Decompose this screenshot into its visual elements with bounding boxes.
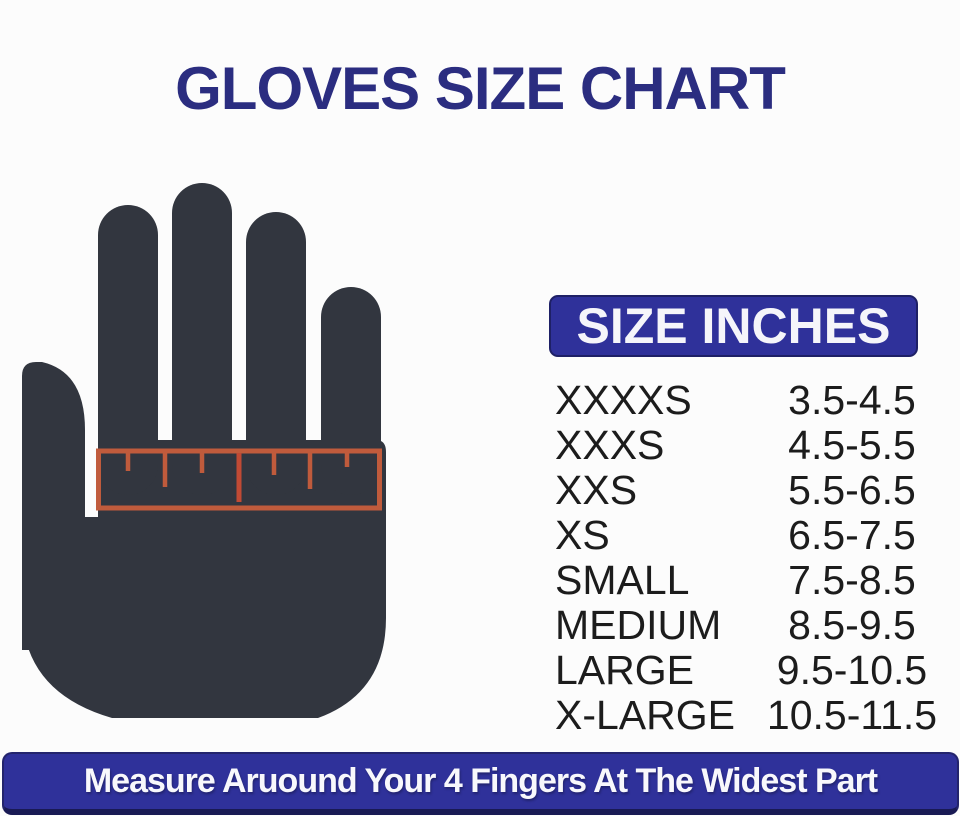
size-label: SMALL: [555, 557, 690, 603]
inches-value: 3.5-4.5: [788, 377, 916, 423]
hand-illustration: [0, 150, 480, 750]
inches-value: 4.5-5.5: [788, 422, 916, 468]
inches-value: 9.5-10.5: [776, 647, 928, 693]
footer-instruction-bar: Measure Aruound Your 4 Fingers At The Wi…: [2, 752, 959, 815]
table-row: XXS 5.5-6.5: [548, 468, 958, 513]
size-label: XXXXS: [555, 377, 692, 423]
table-row: XXXS 4.5-5.5: [548, 423, 958, 468]
inches-value: 8.5-9.5: [788, 602, 916, 648]
inches-value: 5.5-6.5: [788, 467, 916, 513]
hand-silhouette: [22, 183, 386, 718]
measurement-band: [96, 448, 382, 511]
size-inches-header: SIZE INCHES: [549, 295, 918, 357]
middle-finger-shape: [172, 183, 232, 495]
table-row: SMALL 7.5-8.5: [548, 558, 958, 603]
pinky-finger-shape: [321, 287, 381, 495]
table-row: LARGE 9.5-10.5: [548, 648, 958, 693]
size-label: XXXS: [555, 422, 665, 468]
inches-value: 6.5-7.5: [788, 512, 916, 558]
table-row: XXXXS 3.5-4.5: [548, 378, 958, 423]
index-finger-shape: [98, 205, 158, 495]
page-title: GLOVES SIZE CHART: [175, 55, 786, 122]
size-label: X-LARGE: [555, 692, 735, 738]
ring-finger-shape: [246, 212, 306, 495]
size-label: MEDIUM: [555, 602, 722, 648]
table-row: MEDIUM 8.5-9.5: [548, 603, 958, 648]
size-table: XXXXS 3.5-4.5 XXXS 4.5-5.5 XXS 5.5-6.5 X…: [548, 378, 958, 738]
table-row: X-LARGE 10.5-11.5: [548, 693, 958, 738]
table-row: XS 6.5-7.5: [548, 513, 958, 558]
footer-instruction-text: Measure Aruound Your 4 Fingers At The Wi…: [83, 762, 878, 800]
ruler-ticks: [125, 453, 350, 502]
size-inches-header-label: SIZE INCHES: [576, 298, 891, 354]
thumb-shape: [22, 362, 85, 650]
inches-value: 10.5-11.5: [766, 692, 938, 738]
inches-value: 7.5-8.5: [788, 557, 916, 603]
size-label: XXS: [555, 467, 638, 513]
size-label: XS: [555, 512, 610, 558]
size-label: LARGE: [555, 647, 694, 693]
